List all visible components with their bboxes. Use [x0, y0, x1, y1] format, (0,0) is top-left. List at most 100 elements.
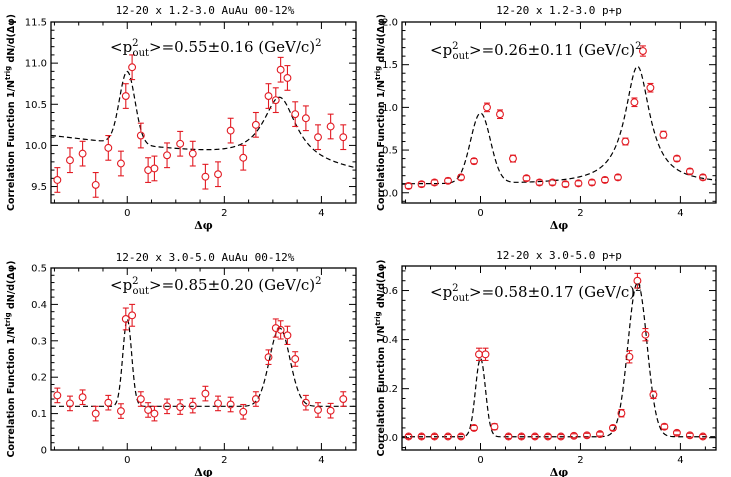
data-point: [490, 422, 499, 431]
y-axis-label-sup: trig: [374, 311, 382, 325]
data-point: [276, 320, 285, 340]
data-marker: [271, 96, 280, 105]
annot-sup2: 2: [315, 38, 321, 49]
data-point: [481, 347, 490, 362]
data-point: [582, 431, 591, 440]
data-point: [561, 180, 570, 189]
y-tick-label: 0.0: [382, 188, 398, 199]
y-tick-label: 2.0: [382, 18, 398, 29]
data-marker: [517, 432, 526, 441]
data-marker: [457, 173, 465, 182]
data-point: [483, 102, 491, 113]
data-point: [641, 328, 650, 342]
pout-annotation: <p2 out>=0.55±0.16 (GeV/c)2: [110, 38, 322, 59]
data-marker: [66, 399, 74, 408]
data-point: [121, 307, 130, 331]
data-point: [163, 398, 172, 415]
data-marker: [326, 406, 335, 415]
data-point: [638, 45, 647, 57]
data-point: [128, 54, 137, 81]
data-marker: [475, 350, 483, 359]
data-point: [444, 176, 452, 185]
data-marker: [188, 401, 197, 410]
data-marker: [582, 431, 591, 440]
data-marker: [276, 325, 285, 334]
data-marker: [163, 402, 172, 411]
annot-value: >=0.55±0.16 (GeV/c): [149, 38, 315, 56]
y-tick-label: 0.6: [382, 286, 398, 297]
data-marker: [570, 431, 578, 440]
data-marker: [128, 63, 137, 72]
y-tick-label: 10.5: [25, 100, 47, 111]
data-marker: [531, 432, 539, 441]
data-point: [226, 117, 235, 144]
data-point: [630, 97, 639, 108]
data-marker: [121, 92, 130, 100]
x-tick-label: 2: [221, 455, 227, 466]
pout-annotation: <p2 out>=0.26±0.11 (GeV/c)2: [430, 41, 642, 62]
data-marker: [522, 174, 531, 183]
data-marker: [672, 428, 681, 437]
data-point: [239, 144, 248, 171]
y-axis-label: Correlation Function 1/Ntrig dN/d(Δφ): [4, 14, 17, 211]
x-tick-label: 4: [318, 455, 324, 466]
data-marker: [470, 423, 478, 432]
fit-curve: [51, 70, 356, 169]
data-marker: [301, 114, 310, 123]
data-marker: [226, 126, 235, 135]
data-marker: [617, 409, 626, 418]
data-marker: [509, 154, 517, 163]
data-point: [685, 167, 694, 176]
data-point: [574, 179, 583, 188]
data-marker: [291, 110, 300, 119]
x-tick-label: 0: [477, 208, 483, 219]
data-marker: [685, 431, 694, 440]
chart-title: 12-20 x 1.2-3.0 AuAu 00-12%: [116, 4, 295, 17]
annot-sub: out: [133, 48, 149, 59]
annot-prefix: <p: [110, 38, 132, 56]
data-marker: [621, 137, 630, 146]
data-point: [301, 394, 310, 411]
data-marker: [430, 178, 439, 187]
data-marker: [104, 143, 113, 152]
plot-frame: [50, 267, 357, 451]
data-marker: [163, 151, 172, 160]
data-point: [314, 124, 322, 151]
data-marker: [291, 355, 300, 363]
data-point: [214, 161, 222, 188]
data-point: [587, 178, 596, 187]
data-point: [608, 423, 617, 432]
data-marker: [595, 430, 604, 439]
data-point: [698, 432, 707, 441]
data-point: [613, 173, 622, 182]
data-point: [121, 83, 130, 109]
data-point: [417, 432, 426, 441]
data-marker: [625, 352, 634, 361]
data-marker: [301, 398, 310, 407]
y-tick-label: 0.1: [31, 409, 47, 420]
data-marker: [214, 399, 222, 408]
data-point: [557, 432, 565, 441]
data-marker: [646, 83, 655, 92]
fit-curve: [402, 65, 716, 185]
data-point: [128, 303, 137, 327]
data-point: [404, 432, 413, 441]
data-point: [104, 394, 113, 411]
data-marker: [574, 179, 583, 188]
panel-auau-3.0-5.0: 12-20 x 3.0-5.0 AuAu 00-12% 0 2 4 0 0.1 0.2 0.3…: [4, 251, 357, 477]
data-point: [78, 140, 87, 167]
data-marker: [638, 47, 647, 55]
data-point: [271, 318, 280, 338]
data-point: [672, 428, 681, 437]
fit-curve: [402, 281, 716, 438]
data-point: [457, 432, 465, 441]
data-point: [600, 175, 609, 184]
data-point: [226, 396, 235, 413]
x-tick-label: 2: [577, 455, 583, 466]
data-marker: [128, 311, 137, 320]
y-tick-label: 0.4: [31, 300, 47, 311]
data-marker: [276, 65, 285, 74]
data-marker: [698, 173, 707, 182]
data-marker: [660, 422, 669, 431]
